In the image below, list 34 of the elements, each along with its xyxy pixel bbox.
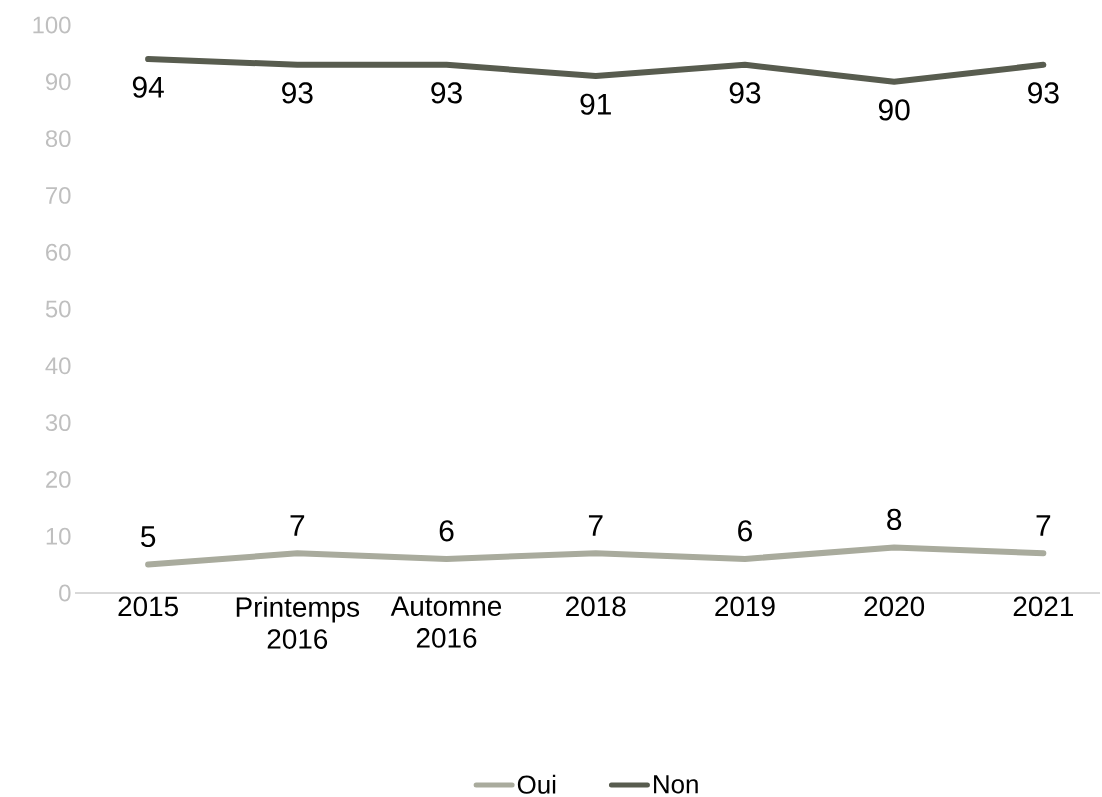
x-tick-label: 2019 (715, 596, 775, 617)
y-tick-label: 100 (33, 16, 71, 34)
data-label: 93 (1028, 82, 1059, 104)
data-label: 6 (439, 520, 454, 542)
y-tick-label: 40 (45, 357, 71, 375)
x-tick-label: 2018 (566, 596, 626, 617)
x-tick-label: 2015 (118, 596, 178, 617)
y-tick-label: 20 (46, 470, 71, 488)
y-tick-label: 90 (46, 73, 71, 91)
data-label: 93 (431, 82, 462, 104)
y-tick-label: 10 (46, 527, 71, 545)
data-label: 94 (132, 76, 164, 98)
data-label: 7 (588, 515, 603, 536)
x-tick-label: Automne 2016 (390, 596, 502, 648)
y-tick-label: 0 (59, 584, 71, 602)
legend-label: Non (654, 775, 698, 794)
y-tick-label: 70 (46, 186, 71, 204)
data-label: 93 (729, 82, 761, 104)
legend-label: Oui (517, 774, 556, 794)
y-tick-label: 60 (46, 243, 71, 261)
y-tick-label: 80 (45, 130, 71, 148)
y-tick-label: 50 (45, 300, 71, 318)
data-label: 91 (580, 93, 611, 115)
x-tick-label: Printemps 2016 (236, 596, 360, 649)
data-label: 6 (738, 520, 752, 542)
data-label: 93 (282, 82, 313, 104)
data-label: 7 (290, 515, 305, 536)
data-label: 5 (141, 526, 156, 548)
x-tick-label: 2020 (864, 596, 925, 617)
data-label: 8 (887, 508, 902, 531)
x-tick-label: 2021 (1013, 596, 1074, 617)
y-tick-label: 30 (45, 414, 71, 432)
data-label: 90 (878, 99, 910, 121)
data-label: 7 (1036, 515, 1051, 536)
